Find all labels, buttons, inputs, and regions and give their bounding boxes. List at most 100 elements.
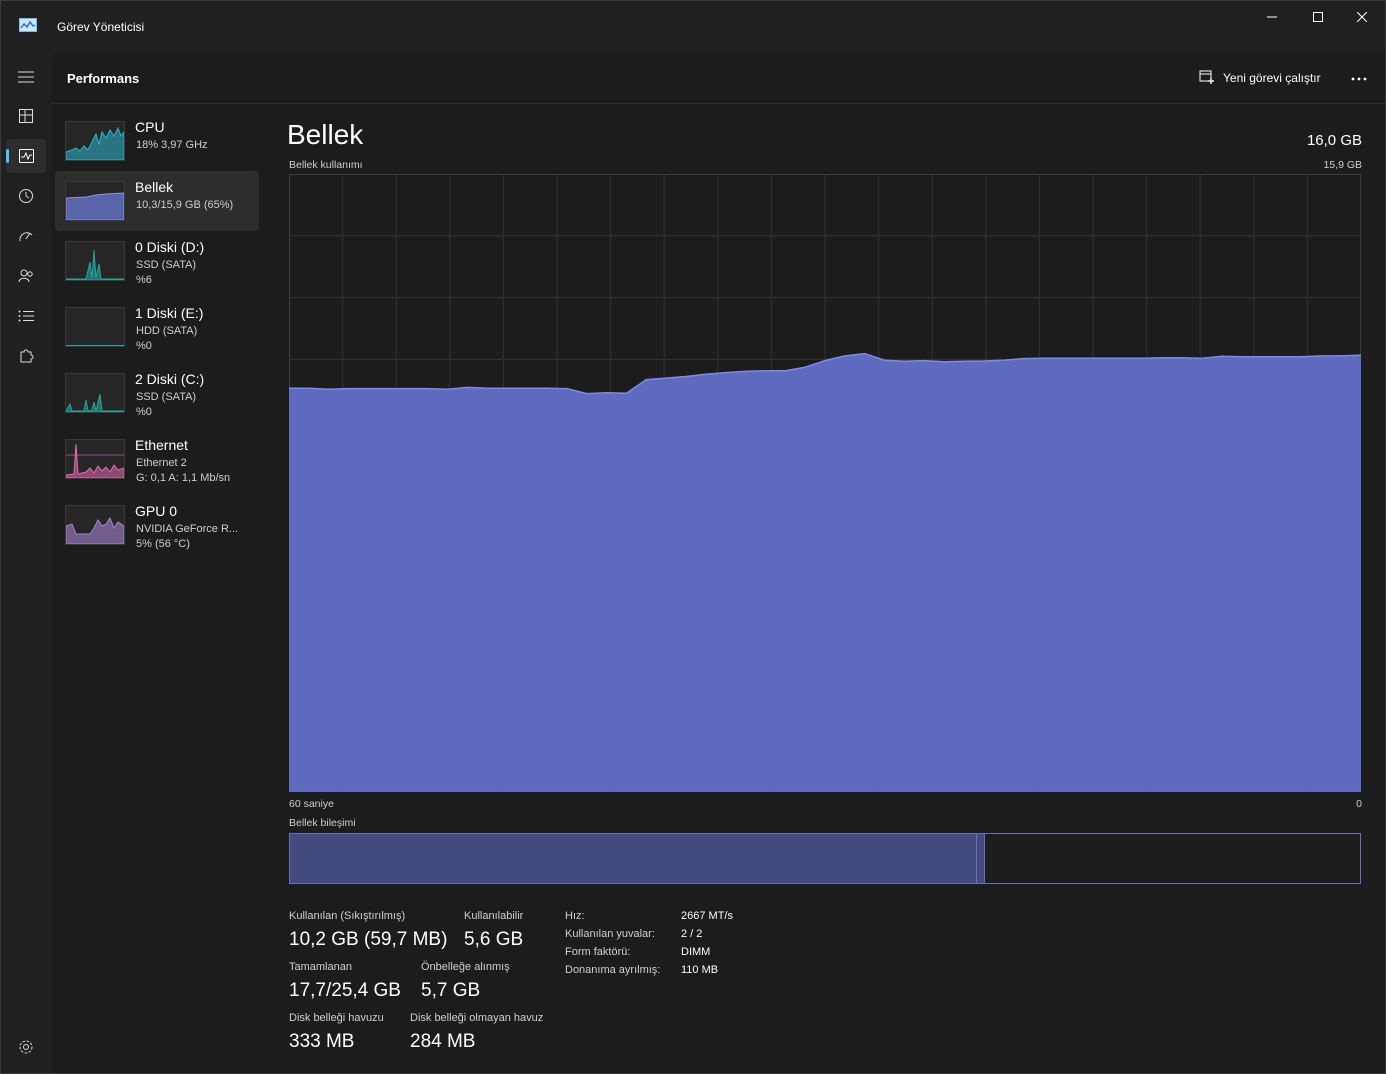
device-name: 1 Diski (E:) [135,305,204,321]
hardware-reserved-label: Donanıma ayrılmış: [565,964,661,976]
memory-thumbnail-graph [65,181,125,221]
performance-icon [18,149,34,163]
paged-pool-value: 333 MB [289,1031,355,1052]
ethernet-thumbnail-graph [65,439,125,479]
task-manager-app-icon [19,18,37,32]
device-usage: %0 [136,406,152,418]
available-label: Kullanılabilir [464,910,524,922]
memory-composition-bar [289,833,1361,884]
slots-label: Kullanılan yuvalar: [565,928,655,940]
disk-2-thumbnail-graph [65,373,125,413]
active-indicator [6,149,9,163]
paged-pool-label: Disk belleği havuzu [289,1012,384,1024]
usage-graph-max: 15,9 GB [1323,159,1362,171]
device-item-cpu[interactable]: CPU 18% 3,97 GHz [55,111,259,171]
nav-startup-apps[interactable] [6,219,46,253]
available-value: 5,6 GB [464,929,524,950]
committed-value: 17,7/25,4 GB [289,980,401,1001]
nav-app-history[interactable] [6,179,46,213]
cached-value: 5,7 GB [421,980,481,1001]
nav-settings[interactable] [6,1030,46,1064]
device-name: Bellek [135,179,174,195]
page-title: Performans [67,71,140,86]
device-name: CPU [135,119,165,135]
device-name: Ethernet [135,437,188,453]
navigation-rail [1,51,51,1073]
history-icon [19,189,33,203]
nav-services[interactable] [6,339,46,373]
slots-value: 2 / 2 [681,928,703,940]
memory-usage-line [289,352,1361,395]
memory-total: 16,0 GB [1306,132,1362,149]
run-new-task-button[interactable]: Yeni görevi çalıştır [1199,70,1321,85]
nav-users[interactable] [6,259,46,293]
device-detail: NVIDIA GeForce R... [136,523,239,535]
time-axis-start: 60 saniye [289,798,334,810]
composition-label: Bellek bileşimi [289,817,356,829]
page-header: Performans Yeni görevi çalıştır [51,53,1385,104]
device-usage: 5% (56 °C) [136,538,190,550]
form-factor-value: DIMM [681,946,711,958]
details-list-icon [18,310,34,322]
run-task-label: Yeni görevi çalıştır [1223,70,1321,85]
close-icon [1357,12,1367,22]
time-axis-end: 0 [1356,798,1362,810]
device-name: GPU 0 [135,503,178,519]
usage-graph-label: Bellek kullanımı [289,159,363,171]
nav-performance[interactable] [6,139,46,173]
composition-modified-segment [976,834,986,883]
device-name: 2 Diski (C:) [135,371,205,387]
speedometer-icon [19,232,33,242]
minimize-icon [1267,16,1277,18]
nav-processes[interactable] [6,99,46,133]
more-options-button[interactable] [1339,67,1379,91]
speed-value: 2667 MT/s [681,910,733,922]
device-item-memory[interactable]: Bellek 10,3/15,9 GB (65%) [55,171,259,231]
device-usage: %6 [136,274,152,286]
device-item-ethernet[interactable]: Ethernet Ethernet 2 G: 0,1 A: 1,1 Mb/sn [55,429,259,489]
memory-title: Bellek [287,119,364,150]
hamburger-menu-button[interactable] [6,60,46,94]
gpu-thumbnail-graph [65,505,125,545]
users-icon [18,269,33,283]
gear-icon [19,1040,33,1054]
maximize-icon [1313,12,1323,22]
nav-details[interactable] [6,299,46,333]
device-usage: G: 0,1 A: 1,1 Mb/sn [136,472,231,484]
services-puzzle-icon [20,349,34,363]
in-use-value: 10,2 GB (59,7 MB) [289,929,448,950]
device-detail: 18% 3,97 GHz [136,139,208,151]
device-item-gpu[interactable]: GPU 0 NVIDIA GeForce R... 5% (56 °C) [55,495,259,555]
composition-in-use-segment [290,834,977,883]
cached-label: Önbelleğe alınmış [421,961,510,973]
minimize-button[interactable] [1249,1,1295,33]
nonpaged-pool-value: 284 MB [410,1031,476,1052]
device-name: 0 Diski (D:) [135,239,205,255]
speed-label: Hız: [565,910,585,922]
nonpaged-pool-label: Disk belleği olmayan havuz [410,1012,544,1024]
memory-usage-area [289,353,1361,792]
processes-icon [19,109,33,123]
window-title: Görev Yöneticisi [57,20,145,34]
cpu-thumbnail-graph [65,121,125,161]
device-item-disk-1[interactable]: 1 Diski (E:) HDD (SATA) %0 [55,297,259,357]
device-detail: HDD (SATA) [136,325,198,337]
title-bar: Görev Yöneticisi [1,1,1385,51]
device-item-disk-0[interactable]: 0 Diski (D:) SSD (SATA) %6 [55,231,259,291]
device-detail: SSD (SATA) [136,259,197,271]
device-item-disk-2[interactable]: 2 Diski (C:) SSD (SATA) %0 [55,363,259,423]
performance-page: Performans Yeni görevi çalıştır CPU 18% … [51,53,1385,1073]
run-task-icon [1199,70,1214,84]
device-detail: 10,3/15,9 GB (65%) [136,199,234,211]
close-button[interactable] [1339,1,1385,33]
hardware-reserved-value: 110 MB [681,964,719,976]
disk-1-thumbnail-graph [65,307,125,347]
device-usage: %0 [136,340,152,352]
device-detail: SSD (SATA) [136,391,197,403]
more-dots-icon [1351,77,1367,81]
maximize-button[interactable] [1295,1,1341,33]
disk-0-thumbnail-graph [65,241,125,281]
in-use-label: Kullanılan (Sıkıştırılmış) [289,910,406,922]
committed-label: Tamamlanan [289,961,352,973]
